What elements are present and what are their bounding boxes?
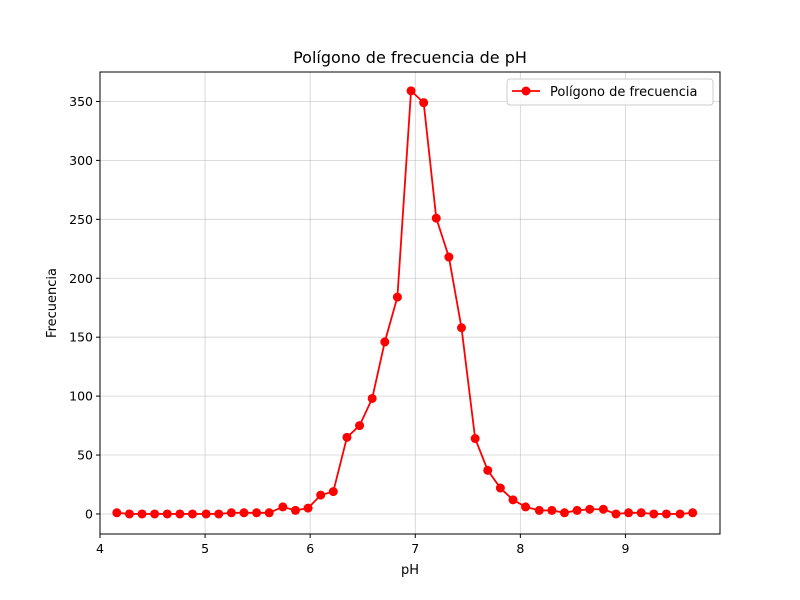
series-line xyxy=(116,89,693,515)
y-tick-label: 100 xyxy=(69,389,93,404)
data-point xyxy=(688,508,698,518)
data-point xyxy=(239,508,249,518)
data-point xyxy=(252,508,262,518)
data-point xyxy=(214,509,224,519)
data-point xyxy=(392,292,402,302)
data-point xyxy=(367,393,377,403)
data-point xyxy=(611,509,621,519)
y-axis-ticks: 0 50 100 150 200 250 300 350 xyxy=(69,94,100,521)
chart-title: Polígono de frecuencia de pH xyxy=(293,48,527,67)
data-point xyxy=(201,509,211,519)
data-point xyxy=(137,509,147,519)
legend-marker-swatch xyxy=(521,86,531,96)
data-point xyxy=(112,508,122,518)
data-point xyxy=(342,432,352,442)
grid-lines xyxy=(99,72,720,534)
data-point xyxy=(187,509,197,519)
data-point xyxy=(444,252,454,262)
data-point xyxy=(598,504,608,514)
data-point xyxy=(316,490,326,500)
series-layer xyxy=(112,86,698,519)
x-tick-label: 5 xyxy=(201,541,209,556)
y-tick-label: 350 xyxy=(69,94,93,109)
data-point xyxy=(431,213,441,223)
data-point xyxy=(419,98,429,108)
data-point xyxy=(636,508,646,518)
data-point xyxy=(406,86,416,96)
data-point xyxy=(328,487,338,497)
data-point xyxy=(661,509,671,519)
data-point xyxy=(547,505,557,515)
y-axis-label: Frecuencia xyxy=(45,268,60,338)
data-point xyxy=(264,508,274,518)
x-axis-ticks: 4 5 6 7 8 9 xyxy=(96,534,629,556)
data-point xyxy=(290,505,300,515)
data-point xyxy=(508,495,518,505)
data-point xyxy=(226,508,236,518)
data-point xyxy=(278,502,288,512)
legend-label: Polígono de frecuencia xyxy=(550,85,697,100)
plot-frame xyxy=(99,71,721,535)
data-point xyxy=(585,504,595,514)
data-point xyxy=(649,509,659,519)
legend-box xyxy=(506,78,714,106)
y-tick-label: 150 xyxy=(69,330,93,345)
x-tick-label: 7 xyxy=(411,541,419,556)
y-tick-label: 200 xyxy=(69,271,93,286)
data-point xyxy=(675,509,685,519)
data-point xyxy=(521,502,531,512)
data-point xyxy=(624,508,634,518)
x-tick-label: 9 xyxy=(621,541,629,556)
y-tick-label: 300 xyxy=(69,153,93,168)
data-point xyxy=(456,323,466,333)
data-point xyxy=(175,509,185,519)
x-tick-label: 4 xyxy=(96,541,104,556)
data-point xyxy=(380,337,390,347)
data-point xyxy=(495,483,505,493)
y-tick-label: 250 xyxy=(69,212,93,227)
data-point xyxy=(162,509,172,519)
data-point xyxy=(355,421,365,431)
data-point xyxy=(303,503,313,513)
y-tick-label: 50 xyxy=(77,448,93,463)
x-tick-label: 8 xyxy=(516,541,524,556)
data-point xyxy=(150,509,160,519)
data-point xyxy=(572,505,582,515)
data-point xyxy=(534,505,544,515)
legend: Polígono de frecuencia xyxy=(506,78,714,106)
x-tick-label: 6 xyxy=(306,541,314,556)
data-point xyxy=(559,508,569,518)
data-point xyxy=(470,434,480,444)
data-point xyxy=(483,465,493,475)
y-tick-label: 0 xyxy=(85,506,93,521)
x-axis-label: pH xyxy=(401,563,419,578)
data-point xyxy=(124,509,134,519)
